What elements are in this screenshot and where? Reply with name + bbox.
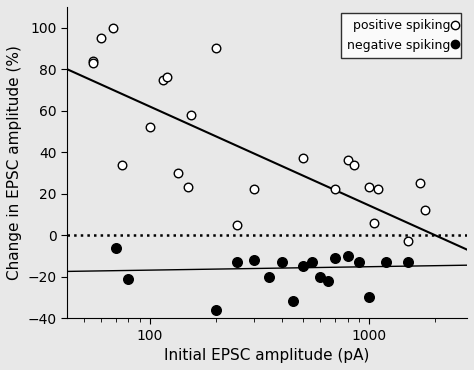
Point [421, 207, 429, 213]
Point [125, 276, 132, 282]
Point [331, 186, 339, 192]
Point [308, 259, 316, 265]
Point [383, 259, 390, 265]
Point [188, 112, 195, 118]
Point [89, 60, 97, 66]
Point [174, 170, 182, 176]
Point [365, 295, 373, 300]
Point [355, 259, 363, 265]
Point [109, 25, 117, 31]
Point [299, 155, 307, 161]
Legend: positive spiking, negative spiking: positive spiking, negative spiking [341, 13, 461, 58]
Point [251, 257, 258, 263]
Point [344, 158, 352, 164]
Point [118, 162, 126, 168]
Point [344, 253, 352, 259]
Point [212, 46, 219, 51]
Point [324, 278, 332, 284]
Point [416, 180, 423, 186]
X-axis label: Initial EPSC amplitude (pA): Initial EPSC amplitude (pA) [164, 348, 370, 363]
Point [317, 274, 324, 280]
Point [265, 274, 273, 280]
Point [370, 220, 377, 226]
Point [331, 255, 339, 261]
Point [365, 184, 373, 190]
Point [251, 186, 258, 192]
Point [163, 74, 171, 80]
Point [159, 77, 167, 83]
Point [233, 259, 241, 265]
Point [350, 162, 357, 168]
Point [374, 186, 382, 192]
Point [212, 307, 219, 313]
Point [112, 245, 119, 250]
Point [233, 222, 241, 228]
Point [299, 263, 307, 269]
Point [278, 259, 285, 265]
Point [89, 58, 97, 64]
Point [146, 124, 154, 130]
Point [289, 299, 297, 305]
Point [97, 35, 105, 41]
Y-axis label: Change in EPSC amplitude (%): Change in EPSC amplitude (%) [7, 45, 22, 280]
Point [404, 259, 411, 265]
Point [184, 184, 192, 190]
Point [404, 238, 411, 244]
